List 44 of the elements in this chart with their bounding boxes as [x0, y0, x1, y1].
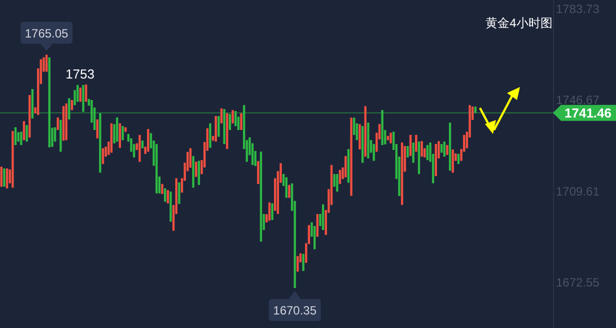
- candlestick: [96, 118, 98, 139]
- candlestick: [147, 128, 150, 152]
- candlestick: [232, 110, 234, 124]
- candlestick: [26, 124, 28, 142]
- candlestick: [333, 174, 336, 188]
- candlestick: [296, 256, 299, 272]
- annotation: 1753: [66, 66, 95, 82]
- candlestick: [0, 166, 3, 188]
- candlestick: [338, 169, 342, 184]
- candlestick: [234, 110, 237, 127]
- candlestick: [194, 161, 198, 178]
- candlestick: [409, 134, 412, 156]
- candlestick: [220, 108, 223, 124]
- annotation: 1670.35: [273, 303, 317, 318]
- candlestick: [426, 144, 429, 161]
- candlestick: [178, 182, 180, 204]
- candlestick: [412, 142, 414, 164]
- candlestick: [6, 168, 8, 189]
- ref-line-label: 1741.46: [564, 105, 612, 120]
- annotation: 1765.05: [24, 26, 69, 40]
- candlestick: [22, 120, 26, 141]
- candlestick: [122, 126, 124, 141]
- candlestick: [420, 140, 423, 158]
- annotation: 1765.05: [20, 22, 73, 51]
- candlestick: [336, 174, 338, 192]
- candlestick: [257, 160, 260, 184]
- candlestick: [102, 148, 104, 164]
- candlestick: [20, 131, 22, 146]
- candlestick: [390, 132, 392, 144]
- candlestick: [313, 226, 316, 250]
- text: 黄金4小时图: [486, 16, 552, 30]
- candlestick: [189, 148, 192, 168]
- candlestick: [302, 253, 304, 272]
- candlestick: [68, 98, 70, 120]
- candlestick: [406, 146, 409, 158]
- candlestick: [344, 156, 347, 178]
- candlestick: [271, 202, 274, 220]
- candlestick: [372, 144, 375, 162]
- candlestick: [446, 144, 448, 156]
- candlestick: [228, 114, 232, 130]
- annotation: 1670.35: [268, 290, 321, 321]
- candlestick: [443, 141, 446, 158]
- candlestick: [166, 190, 169, 204]
- candlestick: [79, 87, 82, 102]
